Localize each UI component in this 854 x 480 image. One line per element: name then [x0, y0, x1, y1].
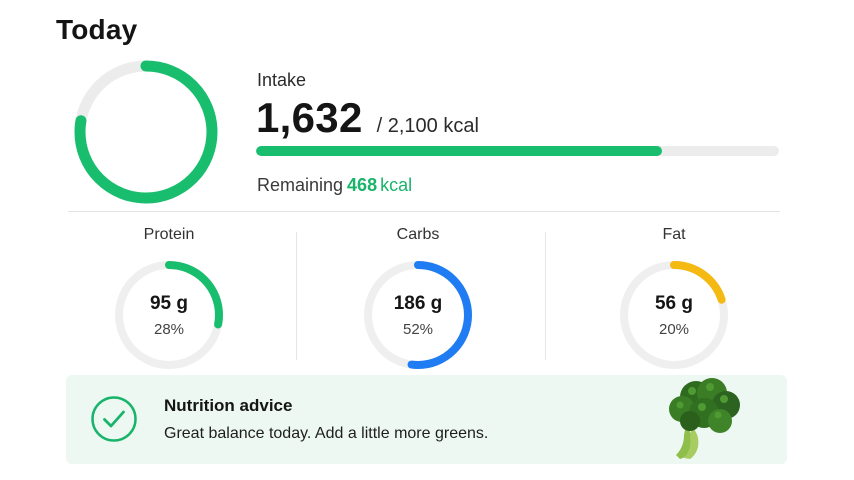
- macro-grams: 95 g: [149, 293, 189, 314]
- macro-carbs: Carbs 186 g 52%: [338, 226, 498, 371]
- remaining-unit: kcal: [380, 175, 413, 195]
- macro-ring: 95 g 28%: [113, 259, 225, 371]
- intake-row: 1,632 / 2,100 kcal: [256, 94, 479, 142]
- macro-percent: 28%: [153, 321, 185, 338]
- advice-text: Great balance today. Add a little more g…: [164, 425, 489, 442]
- macro-grams: 56 g: [654, 293, 694, 314]
- remaining-label: Remaining: [257, 175, 344, 195]
- macro-label: Protein: [143, 226, 195, 243]
- protein-ring-arc: [115, 261, 223, 369]
- fat-ring: [620, 261, 728, 369]
- macro-divider: [296, 232, 297, 360]
- intake-value: 1,632: [256, 94, 363, 141]
- macro-grams: 186 g: [393, 293, 443, 314]
- macro-percent: 52%: [402, 321, 434, 338]
- section-divider: [68, 211, 780, 212]
- macro-divider: [545, 232, 546, 360]
- calorie-progress-ring: [74, 60, 218, 204]
- remaining-calories: Remaining 468 kcal: [257, 175, 412, 196]
- calorie-progress-bar: [256, 146, 779, 156]
- remaining-value: 468: [347, 175, 378, 195]
- fat-ring-arc: [620, 261, 728, 369]
- broccoli-image: [669, 378, 740, 459]
- macro-label: Carbs: [396, 226, 440, 243]
- macro-label: Fat: [662, 226, 686, 243]
- check-circle-icon: [91, 396, 137, 442]
- calorie-ring-arc: [74, 60, 218, 204]
- calorie-progress-fill: [256, 146, 663, 156]
- macro-percent: 20%: [658, 321, 690, 338]
- intake-goal: / 2,100 kcal: [376, 115, 479, 137]
- advice-title: Nutrition advice: [164, 396, 293, 415]
- page-title: Today: [56, 14, 138, 45]
- carbs-ring-arc: [364, 261, 472, 369]
- carbs-ring: [364, 261, 472, 369]
- macro-fat: Fat 56 g 20%: [594, 226, 754, 371]
- intake-label: Intake: [257, 70, 307, 90]
- macro-protein: Protein 95 g 28%: [89, 226, 249, 371]
- macro-ring: 186 g 52%: [362, 259, 474, 371]
- macro-ring: 56 g 20%: [618, 259, 730, 371]
- nutrition-advice-card: Nutrition advice Great balance today. Ad…: [66, 375, 787, 464]
- protein-ring: [115, 261, 223, 369]
